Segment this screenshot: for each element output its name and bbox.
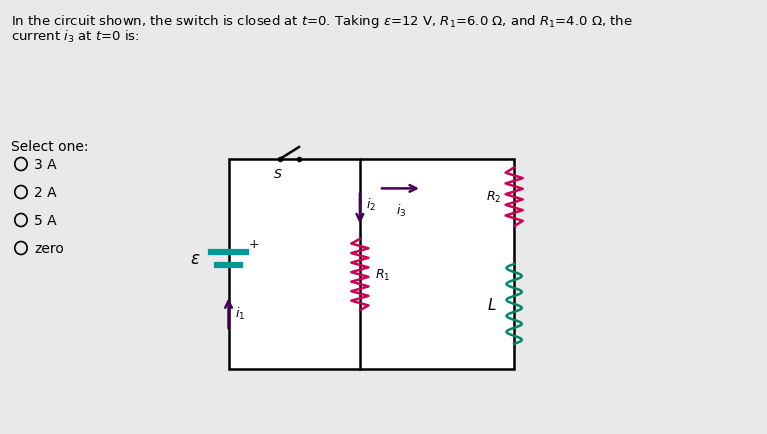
Bar bbox=[229, 160, 514, 369]
Text: $\varepsilon$: $\varepsilon$ bbox=[190, 249, 201, 267]
Text: 3 A: 3 A bbox=[35, 158, 57, 171]
Text: $S$: $S$ bbox=[273, 168, 283, 181]
Text: Select one:: Select one: bbox=[12, 140, 89, 154]
Text: $i_2$: $i_2$ bbox=[366, 197, 376, 213]
Text: +: + bbox=[249, 237, 259, 250]
Text: $i_3$: $i_3$ bbox=[396, 203, 406, 219]
Text: 2 A: 2 A bbox=[35, 186, 57, 200]
Text: $R_1$: $R_1$ bbox=[375, 267, 390, 283]
Text: $L$: $L$ bbox=[488, 296, 497, 312]
Text: zero: zero bbox=[35, 241, 64, 256]
Text: In the circuit shown, the switch is closed at $t$=0. Taking $\varepsilon$=12 V, : In the circuit shown, the switch is clos… bbox=[12, 13, 634, 30]
Text: $R_2$: $R_2$ bbox=[486, 190, 501, 205]
Text: $i_1$: $i_1$ bbox=[235, 306, 245, 322]
Text: 5 A: 5 A bbox=[35, 214, 57, 227]
Text: current $i_3$ at $t$=0 is:: current $i_3$ at $t$=0 is: bbox=[12, 29, 140, 45]
